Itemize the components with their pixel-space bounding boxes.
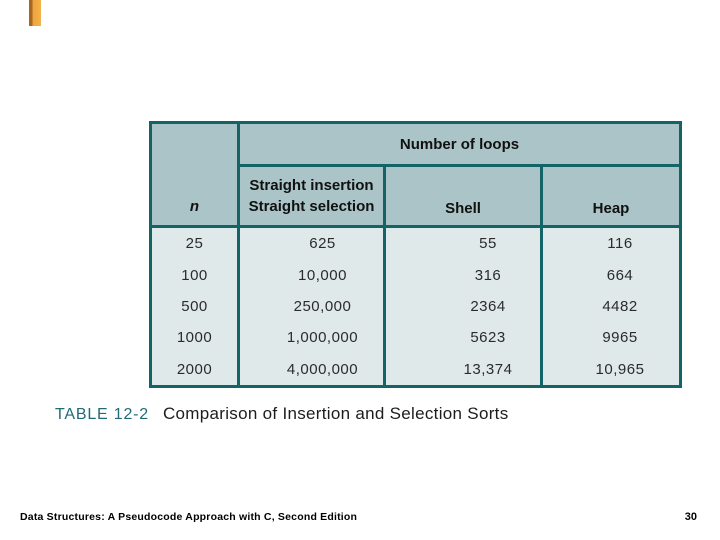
caption-title: Comparison of Insertion and Selection So… xyxy=(162,404,509,423)
body-col-straight: 625 10,000 250,000 1,000,000 4,000,000 xyxy=(240,228,383,385)
cell-value: 55 xyxy=(479,235,497,253)
header-number-of-loops: Number of loops xyxy=(240,124,679,164)
header-shell-label: Shell xyxy=(445,200,481,217)
header-shell: Shell xyxy=(386,167,540,225)
cell-value: 2000 xyxy=(176,360,213,378)
header-straight-insertion-label: Straight insertion xyxy=(249,177,374,194)
cell-value: 664 xyxy=(606,266,634,284)
cell-value: 100 xyxy=(181,266,208,284)
header-heap: Heap xyxy=(543,167,679,225)
cell-value: 5623 xyxy=(470,329,506,347)
header-n-label: n xyxy=(189,198,200,215)
cell-value: 4482 xyxy=(602,297,638,315)
bookmark-marker-icon xyxy=(29,0,41,26)
cell-value: 13,374 xyxy=(463,360,513,378)
footer-book-title: Data Structures: A Pseudocode Approach w… xyxy=(20,511,358,523)
cell-value: 250,000 xyxy=(293,297,352,315)
cell-value: 2364 xyxy=(470,297,506,315)
cell-value: 625 xyxy=(309,235,336,253)
caption-label: TABLE 12-2 xyxy=(55,406,149,423)
header-n: n xyxy=(152,124,237,225)
body-col-n: 25 100 500 1000 2000 xyxy=(152,228,237,385)
page-number: 30 xyxy=(684,511,697,523)
cell-value: 10,000 xyxy=(298,266,347,284)
header-heap-label: Heap xyxy=(592,200,630,217)
cell-value: 9965 xyxy=(602,329,638,347)
body-col-heap: 116 664 4482 9965 10,965 xyxy=(543,228,679,385)
table-caption: TABLE 12-2 Comparison of Insertion and S… xyxy=(55,404,509,424)
cell-value: 500 xyxy=(181,297,208,315)
cell-value: 1000 xyxy=(176,329,213,347)
body-col-shell: 55 316 2364 5623 13,374 xyxy=(386,228,540,385)
cell-value: 10,965 xyxy=(595,360,645,378)
header-straight: Straight insertion Straight selection xyxy=(240,167,383,225)
loops-table: n Number of loops Straight insertion Str… xyxy=(149,121,682,388)
cell-value: 4,000,000 xyxy=(286,360,359,378)
header-number-of-loops-label: Number of loops xyxy=(399,135,520,153)
header-straight-selection-label: Straight selection xyxy=(248,198,375,215)
cell-value: 316 xyxy=(474,266,502,284)
cell-value: 116 xyxy=(607,235,633,253)
cell-value: 25 xyxy=(185,235,204,253)
cell-value: 1,000,000 xyxy=(286,329,359,347)
